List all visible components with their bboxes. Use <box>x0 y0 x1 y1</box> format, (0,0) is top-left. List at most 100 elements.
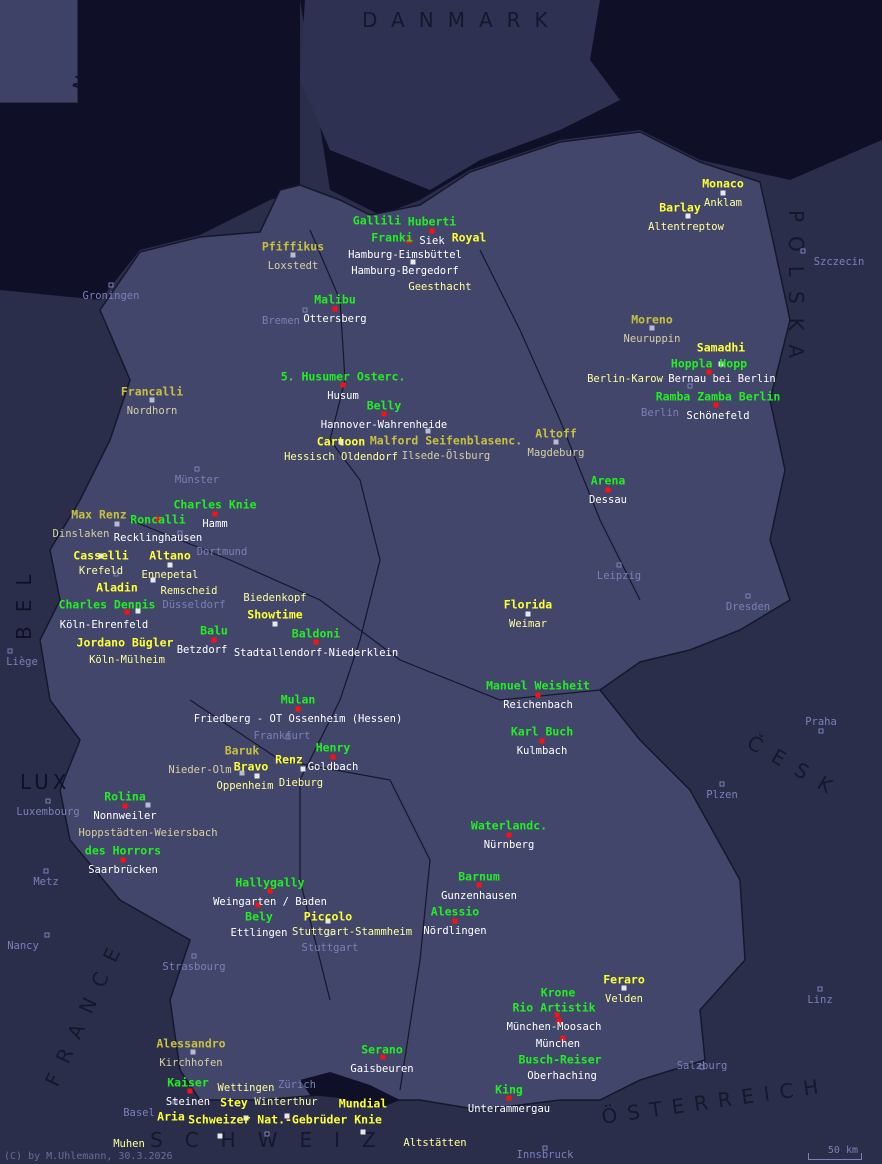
circus-label[interactable]: Barnum <box>458 871 500 884</box>
circus-location-marker[interactable] <box>506 1095 512 1101</box>
circus-label[interactable]: Franki <box>371 232 413 245</box>
circus-location-marker[interactable] <box>556 1018 562 1024</box>
circus-location-marker[interactable] <box>114 521 120 527</box>
circus-location-marker[interactable] <box>150 577 156 583</box>
circus-label[interactable]: Francalli <box>121 386 183 399</box>
circus-label[interactable]: Malibu <box>314 294 356 307</box>
circus-location-marker[interactable] <box>300 766 306 772</box>
circus-label[interactable]: Henry <box>316 742 351 755</box>
circus-label[interactable]: Huberti <box>408 216 456 229</box>
circus-location-marker[interactable] <box>120 857 126 863</box>
circus-label[interactable]: Hoppla Hopp <box>671 358 747 371</box>
circus-label[interactable]: Feraro <box>603 974 645 987</box>
circus-label[interactable]: Ramba Zamba Berlin <box>656 391 781 404</box>
circus-location-marker[interactable] <box>410 259 416 265</box>
circus-label[interactable]: Baldoni <box>292 628 340 641</box>
circus-label[interactable]: Alessio <box>431 906 479 919</box>
circus-label[interactable]: Rio Artistik <box>512 1002 595 1015</box>
circus-location-marker[interactable] <box>429 228 435 234</box>
circus-location-marker[interactable] <box>621 985 627 991</box>
circus-label[interactable]: Altano <box>149 550 191 563</box>
circus-location-marker[interactable] <box>381 411 387 417</box>
circus-label[interactable]: Karl Buch <box>511 726 573 739</box>
circus-label[interactable]: Schweizer Nat.-Gebrüder Knie <box>188 1114 382 1127</box>
circus-label[interactable]: Arena <box>591 475 626 488</box>
circus-label[interactable]: Baruk <box>225 745 260 758</box>
circus-location-marker[interactable] <box>718 361 724 367</box>
circus-label[interactable]: Serano <box>361 1044 403 1057</box>
circus-label[interactable]: Charles Dennis <box>59 599 156 612</box>
circus-location-marker[interactable] <box>187 1088 193 1094</box>
circus-location-marker[interactable] <box>149 397 155 403</box>
circus-label[interactable]: Showtime <box>247 609 302 622</box>
circus-location-marker[interactable] <box>284 1113 290 1119</box>
circus-location-marker[interactable] <box>560 1035 566 1041</box>
circus-label[interactable]: Max Renz <box>71 509 126 522</box>
circus-location-marker[interactable] <box>145 802 151 808</box>
circus-location-marker[interactable] <box>295 706 301 712</box>
circus-label[interactable]: Jordano Bügler <box>77 637 174 650</box>
circus-location-marker[interactable] <box>554 1012 560 1018</box>
circus-location-marker[interactable] <box>239 770 245 776</box>
circus-location-marker[interactable] <box>380 1054 386 1060</box>
circus-location-marker[interactable] <box>535 692 541 698</box>
circus-label[interactable]: Belly <box>367 400 402 413</box>
circus-label[interactable]: Cartoon <box>317 436 365 449</box>
circus-location-marker[interactable] <box>525 611 531 617</box>
circus-location-marker[interactable] <box>243 1115 249 1121</box>
circus-label[interactable]: Florida <box>504 599 552 612</box>
circus-label[interactable]: Roncalli <box>130 514 185 527</box>
circus-location-marker[interactable] <box>155 516 161 522</box>
circus-location-marker[interactable] <box>340 382 346 388</box>
circus-label[interactable]: Busch-Reiser <box>518 1054 601 1067</box>
circus-location-marker[interactable] <box>425 428 431 434</box>
circus-label[interactable]: Krone <box>541 987 576 1000</box>
circus-location-marker[interactable] <box>706 369 712 375</box>
circus-label[interactable]: Renz <box>275 754 303 767</box>
circus-label[interactable]: Royal <box>452 232 487 245</box>
circus-location-marker[interactable] <box>452 918 458 924</box>
circus-location-marker[interactable] <box>255 902 261 908</box>
circus-location-marker[interactable] <box>649 325 655 331</box>
circus-label[interactable]: Bely <box>245 911 273 924</box>
circus-label[interactable]: 5. Husumer Osterc. <box>281 371 406 384</box>
circus-label[interactable]: Bravo <box>234 761 269 774</box>
circus-location-marker[interactable] <box>122 803 128 809</box>
circus-label[interactable]: Manuel Weisheit <box>486 680 590 693</box>
circus-location-marker[interactable] <box>360 1129 366 1135</box>
circus-location-marker[interactable] <box>98 553 104 559</box>
circus-location-marker[interactable] <box>217 1133 223 1139</box>
circus-location-marker[interactable] <box>406 238 412 244</box>
circus-label[interactable]: Mulan <box>281 694 316 707</box>
circus-label[interactable]: Piccolo <box>304 911 352 924</box>
circus-location-marker[interactable] <box>506 832 512 838</box>
circus-location-marker[interactable] <box>190 1049 196 1055</box>
circus-location-marker[interactable] <box>124 609 130 615</box>
circus-label[interactable]: Aria <box>157 1111 185 1124</box>
circus-location-marker[interactable] <box>332 306 338 312</box>
circus-label[interactable]: Rolina <box>104 791 146 804</box>
circus-location-marker[interactable] <box>553 439 559 445</box>
circus-label[interactable]: Altoff <box>535 428 577 441</box>
circus-location-marker[interactable] <box>254 773 260 779</box>
circus-location-marker[interactable] <box>685 213 691 219</box>
circus-location-marker[interactable] <box>325 918 331 924</box>
circus-label[interactable]: Aladin <box>96 582 138 595</box>
circus-location-marker[interactable] <box>605 487 611 493</box>
circus-label[interactable]: Monaco <box>702 178 744 191</box>
circus-location-marker[interactable] <box>338 439 344 445</box>
circus-location-marker[interactable] <box>313 639 319 645</box>
circus-label[interactable]: Balu <box>200 625 228 638</box>
circus-location-marker[interactable] <box>135 608 141 614</box>
circus-label[interactable]: des Horrors <box>85 845 161 858</box>
circus-location-marker[interactable] <box>267 888 273 894</box>
circus-location-marker[interactable] <box>720 190 726 196</box>
circus-label[interactable]: Pfiffikus <box>262 241 324 254</box>
circus-label[interactable]: Gallili <box>353 215 401 228</box>
circus-location-marker[interactable] <box>212 511 218 517</box>
circus-label[interactable]: Mundial <box>339 1098 387 1111</box>
overview-inset[interactable] <box>0 0 78 103</box>
circus-location-marker[interactable] <box>713 402 719 408</box>
circus-label[interactable]: Barlay <box>659 202 701 215</box>
circus-label[interactable]: Moreno <box>631 314 673 327</box>
